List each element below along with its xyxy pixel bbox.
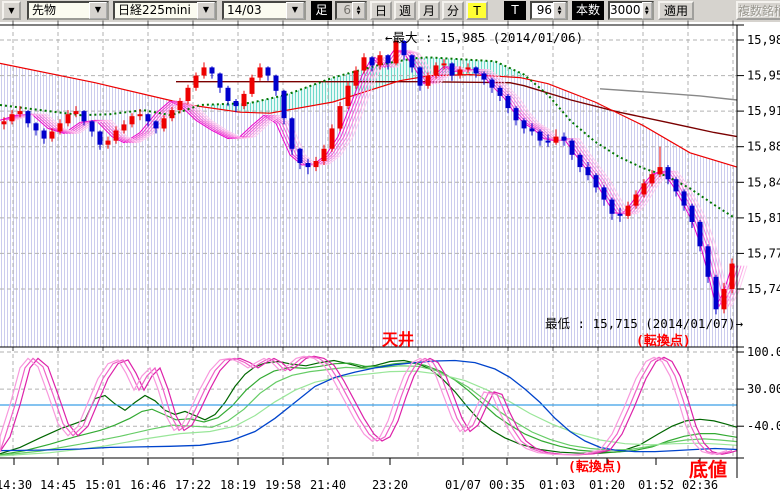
- rci-pink-line: [0, 355, 733, 456]
- tick-unit-label: T: [504, 1, 526, 20]
- tick-count-spinner[interactable]: 96 ▲ ▼: [530, 1, 568, 20]
- tick-count-value: 96: [536, 3, 552, 17]
- instrument-type-combobox[interactable]: 先物 ▼: [27, 1, 109, 20]
- time-tick-label: 23:20: [372, 478, 408, 492]
- period-month-button[interactable]: 月: [418, 1, 440, 20]
- time-tick-label: 19:58: [265, 478, 301, 492]
- gray-ma-line: [599, 88, 738, 101]
- time-tick-label: 00:35: [489, 478, 525, 492]
- spinner-arrows-icon[interactable]: ▲ ▼: [553, 2, 566, 19]
- contract-month-combobox[interactable]: 14/03 ▼: [222, 1, 306, 20]
- contract-month-value: 14/03: [227, 3, 262, 17]
- bars-label: 本数: [572, 1, 604, 20]
- multi-symbol-button[interactable]: 複数銘柄: [736, 1, 780, 20]
- dropdown-arrow-icon[interactable]: ▼: [89, 2, 107, 19]
- symbol-combobox[interactable]: 日経225mini ▼: [113, 1, 217, 20]
- price-tick-label: 15,775: [747, 246, 780, 260]
- hatch-region-below: [0, 63, 737, 348]
- time-tick-label: 02:36: [682, 478, 718, 492]
- osc-tick-label: 100.00: [747, 345, 780, 359]
- time-tick-label: 17:22: [175, 478, 211, 492]
- max-price-annotation: ←最大 : 15,985 (2014/01/06): [385, 30, 583, 45]
- price-tick-label: 15,810: [747, 211, 780, 225]
- rci-pink-line: [0, 355, 738, 456]
- period-minute-button[interactable]: 分: [442, 1, 464, 20]
- price-tick-label: 15,915: [747, 104, 780, 118]
- osc-tick-label: -40.00: [747, 419, 780, 433]
- osc-tick-label: 30.00: [747, 382, 780, 396]
- instrument-type-value: 先物: [32, 3, 57, 17]
- price-tick-label: 15,985: [747, 33, 780, 47]
- apply-button[interactable]: 適用: [658, 1, 694, 20]
- time-tick-label: 01:52: [638, 478, 674, 492]
- rci-green-line: [0, 370, 738, 457]
- spinner-arrows-icon[interactable]: ▲ ▼: [352, 2, 365, 19]
- time-tick-label: 15:01: [85, 478, 121, 492]
- ashi-label: 足: [311, 1, 332, 20]
- time-tick-label: 14:30: [0, 478, 32, 492]
- window-dropdown-button[interactable]: ▼: [2, 1, 21, 20]
- dropdown-arrow-icon[interactable]: ▼: [286, 2, 304, 19]
- price-tick-label: 15,950: [747, 69, 780, 83]
- interval-spinner[interactable]: 6 ▲ ▼: [335, 1, 367, 20]
- price-tick-label: 15,740: [747, 282, 780, 296]
- interval-value: 6: [343, 3, 351, 17]
- time-tick-label: 01:03: [539, 478, 575, 492]
- time-tick-label: 21:40: [310, 478, 346, 492]
- bars-count-value: 3000: [610, 3, 641, 17]
- time-tick-label: 18:19: [220, 478, 256, 492]
- price-tick-label: 15,845: [747, 175, 780, 189]
- period-day-button[interactable]: 日: [370, 1, 392, 20]
- time-tick-label: 16:46: [130, 478, 166, 492]
- ceiling-annotation: 天井: [382, 330, 414, 349]
- period-tick-button[interactable]: T: [466, 1, 488, 20]
- rci-green-line: [0, 365, 738, 456]
- rci-green-line: [0, 361, 738, 456]
- min-price-annotation: 最低 : 15,715 (2014/01/07)→: [545, 316, 744, 331]
- turning-point-upper-annotation: (転換点): [636, 333, 691, 349]
- dropdown-arrow-icon[interactable]: ▼: [197, 2, 215, 19]
- symbol-value: 日経225mini: [118, 3, 191, 17]
- period-week-button[interactable]: 週: [394, 1, 416, 20]
- ma-ribbon-line: [11, 49, 745, 308]
- spinner-arrows-icon[interactable]: ▲ ▼: [641, 2, 652, 19]
- bars-count-spinner[interactable]: 3000 ▲ ▼: [608, 1, 654, 20]
- time-tick-label: 01/07: [445, 478, 481, 492]
- candlesticks: [1, 40, 735, 315]
- rci-pink-line: [0, 355, 728, 456]
- bottom-price-annotation: 底値: [689, 458, 727, 481]
- price-tick-label: 15,880: [747, 140, 780, 154]
- time-tick-label: 01:20: [589, 478, 625, 492]
- time-tick-label: 14:45: [40, 478, 76, 492]
- toolbar: ▼ 先物 ▼ 日経225mini ▼ 14/03 ▼ 足 6 ▲ ▼ 日 週 月 …: [0, 0, 780, 22]
- turning-point-lower-annotation: (転換点): [568, 459, 623, 475]
